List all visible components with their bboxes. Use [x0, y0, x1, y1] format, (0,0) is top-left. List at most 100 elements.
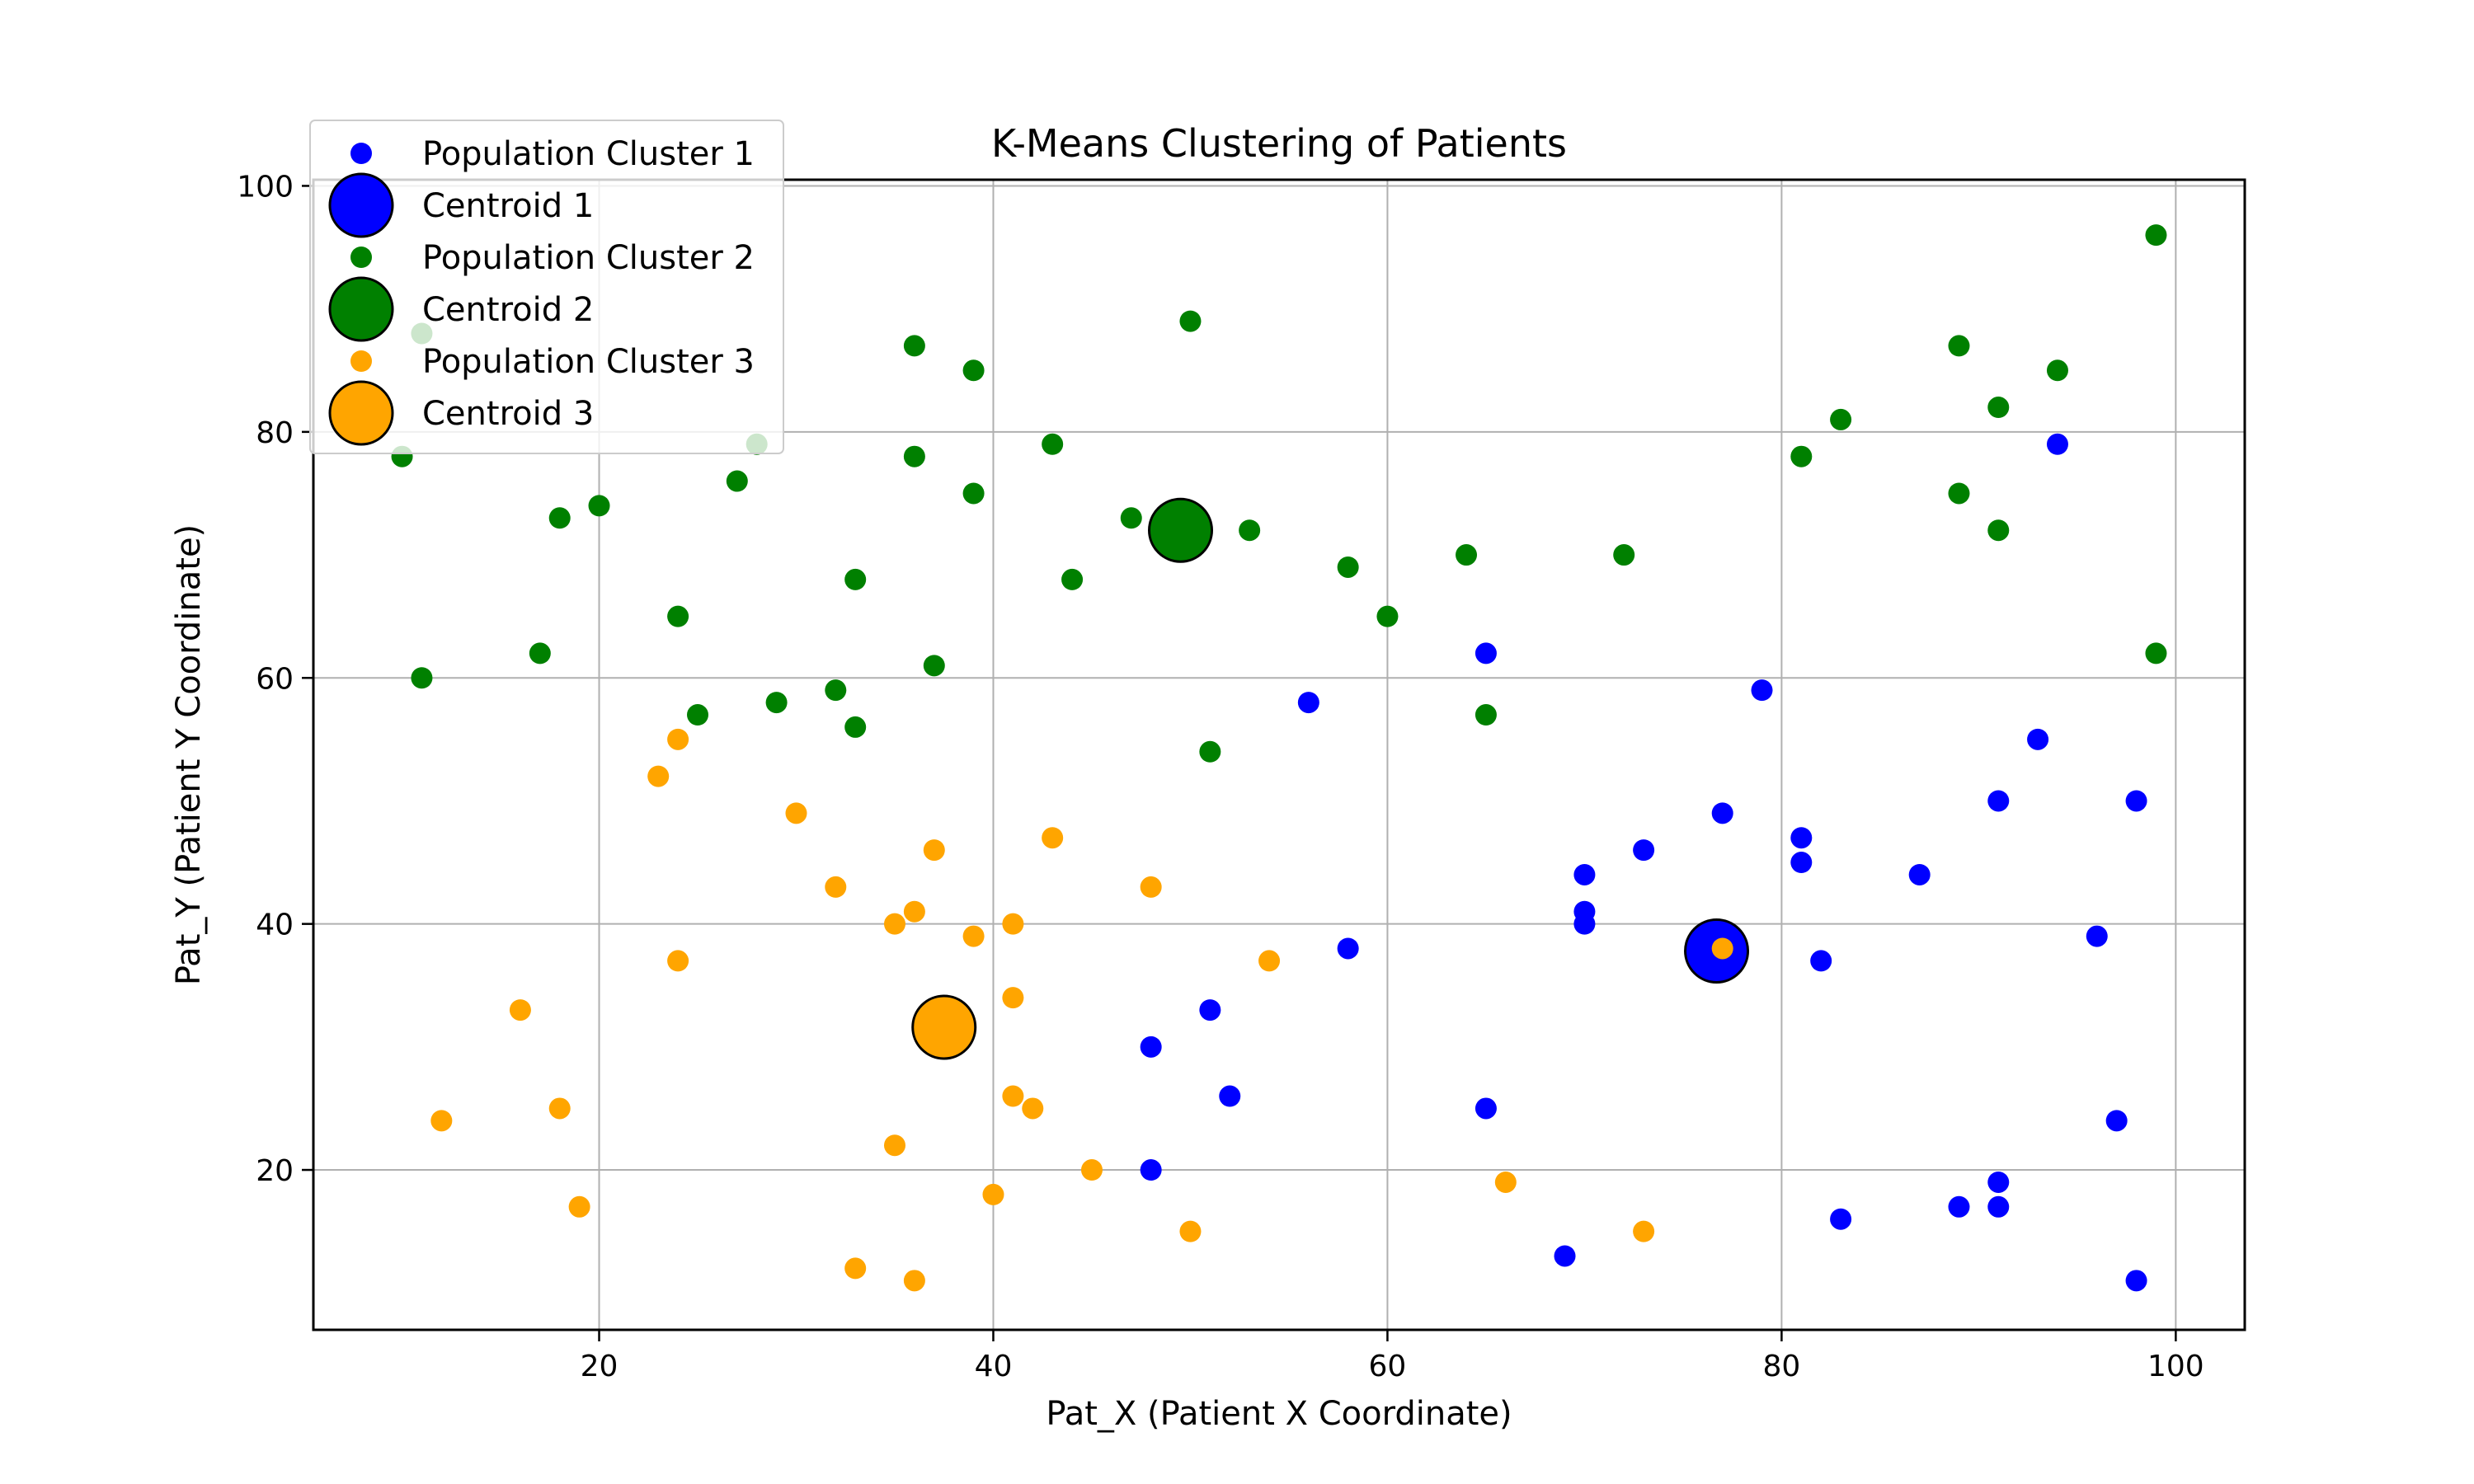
cluster-3-point: [667, 950, 689, 972]
legend-label: Centroid 3: [422, 395, 594, 433]
legend: Population Cluster 1 Centroid 1 Population…: [309, 120, 784, 454]
cluster-2-point: [1948, 335, 1970, 357]
cluster-2-point: [765, 692, 788, 714]
plot-frame: [312, 178, 2246, 1331]
cluster-2-point: [548, 507, 571, 529]
cluster-1-point: [1751, 679, 1773, 702]
cluster-2-point: [1790, 445, 1813, 467]
cluster-3-point: [1002, 1085, 1024, 1107]
legend-point-marker: [350, 247, 372, 268]
cluster-2-point: [2046, 359, 2068, 382]
cluster-1-point: [2046, 433, 2068, 455]
x-tick-label: 100: [2147, 1350, 2204, 1383]
cluster-1-point: [2125, 1270, 2147, 1292]
y-tick-label: 60: [256, 662, 294, 696]
x-tick-label: 60: [1369, 1350, 1407, 1383]
cluster-1-point: [2125, 790, 2147, 812]
centroid-2-marker: [1148, 497, 1214, 563]
grid-lines: [313, 180, 2245, 1330]
cluster-3-point: [785, 802, 807, 824]
cluster-2-point: [1042, 433, 1064, 455]
cluster-1-point: [2105, 1110, 2128, 1132]
legend-point-marker: [350, 350, 372, 372]
cluster-3-point: [1080, 1159, 1103, 1181]
centroid-3-marker: [911, 994, 977, 1060]
cluster-1-point: [1987, 1171, 2010, 1193]
cluster-2-point: [903, 335, 925, 357]
cluster-2-point: [923, 655, 945, 677]
cluster-1-point: [1475, 642, 1497, 665]
cluster-3-point: [903, 900, 925, 923]
cluster-2-point: [825, 679, 847, 702]
legend-frame: [309, 120, 784, 454]
axis-ticks: 20 40 60 80 100 20 40 60 80 100: [237, 170, 2204, 1383]
cluster-3-point: [982, 1183, 1004, 1205]
cluster-2-point: [1948, 482, 1970, 505]
cluster-3-point: [923, 839, 945, 862]
legend-label: Population Cluster 1: [422, 135, 755, 173]
cluster-2-point: [903, 445, 925, 467]
legend-centroid-marker: [328, 276, 394, 342]
cluster-1-point: [1948, 1195, 1970, 1218]
cluster-1-point: [1987, 1195, 2010, 1218]
cluster-2-point: [411, 667, 433, 689]
cluster-1-point: [1573, 863, 1596, 885]
cluster-2-point: [667, 605, 689, 627]
cluster-1-point: [2027, 728, 2049, 750]
cluster-2-point: [1199, 740, 1221, 763]
cluster-3-point: [903, 1270, 925, 1292]
cluster-3-point: [1140, 876, 1162, 898]
cluster-3-point: [883, 1134, 905, 1157]
cluster-2-point: [1120, 507, 1142, 529]
cluster-2-point: [1376, 605, 1399, 627]
y-axis-label: Pat_Y (Patient Y Coordinate): [170, 524, 208, 985]
y-tick-label: 100: [237, 170, 294, 204]
cluster-1-point: [1554, 1245, 1576, 1267]
cluster-1-point: [1573, 913, 1596, 935]
cluster-2-point: [1179, 310, 1202, 332]
cluster-1-point: [1830, 1208, 1852, 1230]
cluster-2-point: [1061, 568, 1084, 590]
cluster-2-point: [1987, 519, 2010, 542]
cluster-1-point: [1140, 1159, 1162, 1181]
y-tick-label: 40: [256, 909, 294, 942]
legend-centroid-marker: [328, 172, 394, 238]
cluster-2-point: [962, 482, 985, 505]
cluster-3-point: [647, 765, 670, 787]
cluster-1-point: [1297, 692, 1319, 714]
cluster-3-point: [1002, 913, 1024, 935]
cluster-2-point: [1337, 556, 1359, 578]
cluster-2-point: [844, 568, 867, 590]
cluster-3-point: [1258, 950, 1281, 972]
cluster-2-point: [1239, 519, 1261, 542]
x-axis-label: Pat_X (Patient X Coordinate): [1046, 1395, 1512, 1433]
cluster-3-point: [1022, 1097, 1044, 1120]
cluster-3-point: [883, 913, 905, 935]
cluster-1-point: [1140, 1036, 1162, 1058]
legend-label: Centroid 1: [422, 187, 594, 225]
cluster-1-point: [1199, 999, 1221, 1021]
cluster-2-point: [1613, 544, 1635, 566]
data-points: [391, 224, 2167, 1292]
legend-point-marker: [350, 143, 372, 164]
cluster-2-point: [1830, 408, 1852, 430]
cluster-2-point: [844, 716, 867, 738]
cluster-1-point: [2086, 925, 2108, 947]
cluster-2-point: [2145, 224, 2167, 247]
x-tick-label: 20: [581, 1350, 618, 1383]
cluster-3-point: [568, 1195, 590, 1218]
legend-label: Population Cluster 2: [422, 239, 755, 277]
cluster-3-point: [548, 1097, 571, 1120]
cluster-1-point: [1337, 937, 1359, 960]
cluster-2-point: [687, 704, 709, 726]
cluster-1-point: [1219, 1085, 1241, 1107]
y-tick-label: 20: [256, 1154, 294, 1188]
legend-centroid-marker: [328, 380, 394, 446]
cluster-2-point: [726, 470, 748, 492]
cluster-2-point: [1475, 704, 1497, 726]
cluster-3-point: [667, 728, 689, 750]
cluster-3-point: [1711, 937, 1733, 960]
legend-label: Centroid 2: [422, 291, 594, 329]
cluster-3-point: [1494, 1171, 1517, 1193]
